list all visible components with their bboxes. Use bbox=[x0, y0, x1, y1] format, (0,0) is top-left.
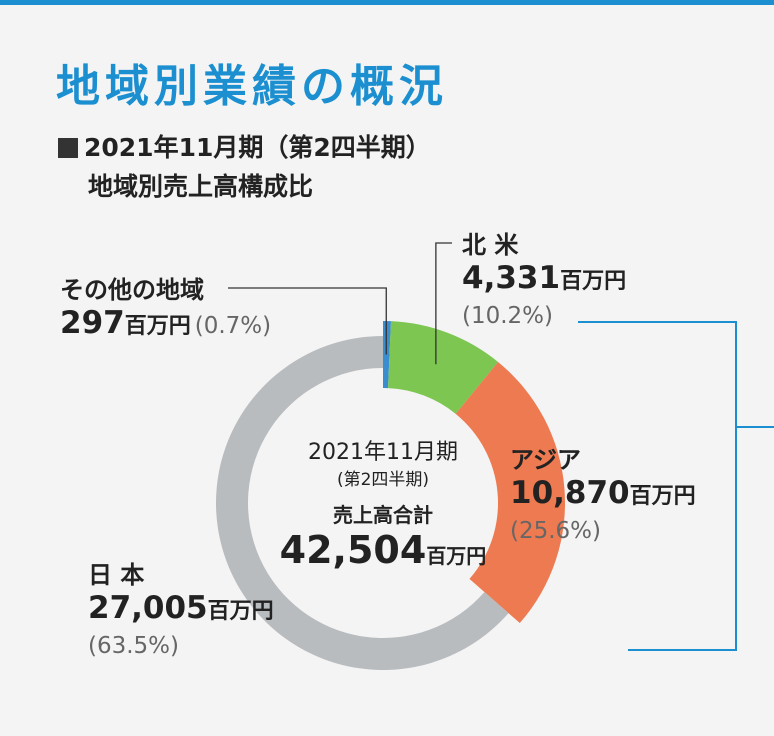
slice-japan bbox=[216, 336, 509, 670]
square-bullet-icon bbox=[58, 138, 78, 158]
label-other-pct: (0.7%) bbox=[194, 313, 272, 339]
label-japan-unit: 百万円 bbox=[207, 599, 274, 624]
donut-center-summary: 2021年11月期 (第2四半期) 売上高合計 42,504百万円 bbox=[268, 438, 498, 578]
label-japan-pct: (63.5%) bbox=[88, 633, 180, 659]
label-asia: アジア 10,870百万円 (25.6%) bbox=[510, 445, 696, 546]
slice-asia bbox=[455, 361, 566, 624]
label-other-unit: 百万円 bbox=[124, 314, 191, 339]
center-total: 42,504 bbox=[279, 528, 427, 572]
label-asia-pct: (25.6%) bbox=[510, 518, 602, 544]
label-other-name: その他の地域 bbox=[60, 276, 204, 304]
label-north-america-unit: 百万円 bbox=[560, 269, 627, 294]
center-quarter: (第2四半期) bbox=[336, 470, 430, 490]
page-title: 地域別業績の概況 bbox=[56, 61, 448, 112]
label-asia-unit: 百万円 bbox=[629, 484, 696, 509]
label-asia-name: アジア bbox=[510, 446, 582, 474]
center-total-unit: 百万円 bbox=[426, 544, 487, 568]
chart-subtitle-line1: 2021年11月期（第2四半期） bbox=[58, 128, 431, 164]
label-north-america-name: 北 米 bbox=[462, 231, 519, 259]
label-japan-value: 27,005 bbox=[88, 590, 208, 626]
leader-line-north-america bbox=[435, 242, 452, 365]
center-label: 売上高合計 bbox=[333, 503, 433, 527]
label-asia-value: 10,870 bbox=[510, 475, 630, 511]
label-other-value: 297 bbox=[60, 305, 125, 341]
slice-north_america bbox=[388, 321, 499, 414]
slice-other bbox=[383, 321, 391, 389]
label-japan: 日 本 27,005百万円 (63.5%) bbox=[88, 560, 274, 661]
label-north-america: 北 米 4,331百万円 (10.2%) bbox=[462, 230, 626, 331]
label-japan-name: 日 本 bbox=[88, 561, 145, 589]
label-north-america-pct: (10.2%) bbox=[462, 303, 554, 329]
center-period: 2021年11月期 bbox=[308, 440, 458, 465]
top-accent-rule bbox=[0, 0, 774, 5]
overseas-bracket bbox=[578, 321, 737, 651]
label-other: その他の地域 297百万円 (0.7%) bbox=[60, 275, 271, 346]
leader-line-other bbox=[228, 287, 387, 355]
label-north-america-value: 4,331 bbox=[462, 260, 561, 296]
chart-subtitle-line2: 地域別売上高構成比 bbox=[88, 172, 314, 201]
